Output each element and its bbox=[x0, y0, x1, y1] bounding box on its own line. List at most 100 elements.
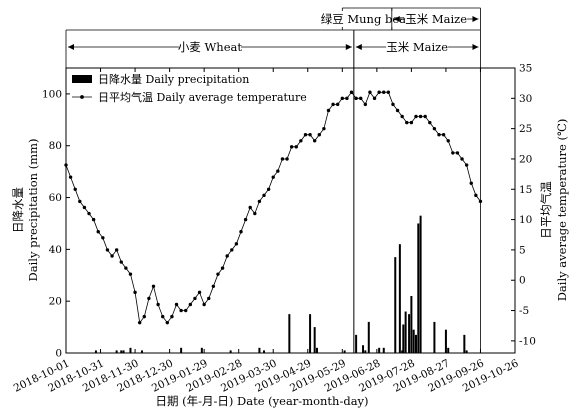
precipitation-bar bbox=[343, 350, 346, 353]
precipitation-bar bbox=[362, 345, 365, 353]
precipitation-bar bbox=[229, 350, 232, 353]
legend-label-precipitation: 日降水量 Daily precipitation bbox=[98, 72, 249, 86]
y-right-tick-label: 5 bbox=[519, 244, 526, 256]
precipitation-bar bbox=[398, 244, 401, 353]
period-label: 玉米 Maize bbox=[405, 12, 467, 26]
temperature-point bbox=[142, 314, 146, 319]
temperature-point bbox=[441, 133, 446, 137]
temperature-point bbox=[230, 248, 234, 252]
temperature-point bbox=[428, 120, 432, 125]
precipitation-bar bbox=[288, 314, 291, 353]
temperature-point bbox=[239, 230, 243, 234]
temperature-point bbox=[478, 199, 483, 204]
temperature-point bbox=[211, 284, 216, 288]
temperature-point bbox=[124, 266, 128, 270]
precipitation-bar bbox=[367, 321, 370, 353]
precipitation-bar bbox=[401, 350, 404, 353]
temperature-point bbox=[257, 199, 262, 204]
temperature-point bbox=[216, 272, 220, 276]
precipitation-bar bbox=[404, 311, 407, 353]
temperature-point bbox=[262, 193, 266, 198]
temperature-line bbox=[64, 90, 483, 325]
temperature-point bbox=[234, 242, 239, 246]
precipitation-bar bbox=[200, 347, 203, 353]
temperature-point bbox=[137, 320, 142, 325]
temperature-point bbox=[253, 211, 257, 216]
temperature-point bbox=[202, 302, 206, 307]
temperature-point bbox=[349, 90, 354, 94]
temperature-point bbox=[386, 90, 391, 94]
temperature-point bbox=[423, 114, 427, 119]
period-label: 玉米 Maize bbox=[386, 40, 448, 54]
period-label: 小麦 Wheat bbox=[178, 40, 243, 54]
crop-period: 绿豆 Mung bean bbox=[321, 7, 414, 30]
precipitation-bar bbox=[447, 347, 450, 353]
temperature-point bbox=[68, 175, 73, 179]
temperature-point bbox=[464, 163, 469, 167]
precipitation-bar bbox=[115, 350, 118, 353]
temperature-point bbox=[400, 114, 404, 119]
y-left-tick-label: 20 bbox=[49, 296, 62, 308]
temperature-point bbox=[114, 248, 119, 252]
legend-label-temperature: 日平均气温 Daily average temperature bbox=[98, 90, 307, 104]
temperature-point bbox=[414, 114, 418, 119]
crop-period: 玉米 Maize bbox=[391, 7, 481, 30]
precipitation-bar bbox=[382, 347, 385, 353]
precipitation-bar bbox=[355, 334, 358, 353]
y-right-tick-label: -10 bbox=[519, 335, 536, 347]
period-label: 绿豆 Mung bean bbox=[321, 12, 414, 26]
y-left-tick-label: 40 bbox=[49, 244, 62, 256]
precipitation-bar bbox=[433, 321, 436, 353]
precipitation-bar bbox=[417, 223, 420, 353]
temperature-point bbox=[119, 260, 123, 264]
temperature-point bbox=[391, 102, 395, 107]
y-left-tick-label: 100 bbox=[42, 88, 62, 100]
temperature-point bbox=[170, 314, 174, 319]
temperature-point bbox=[446, 139, 450, 143]
legend-swatch-temperature-marker bbox=[80, 95, 84, 99]
temperature-point bbox=[308, 133, 312, 137]
temperature-point bbox=[110, 254, 114, 258]
precipitation-bar bbox=[394, 257, 397, 353]
temperature-point bbox=[179, 308, 183, 313]
temperature-point bbox=[345, 96, 349, 101]
period-arrow-head-left bbox=[355, 44, 362, 50]
period-label-bg bbox=[405, 11, 468, 27]
period-arrow-head-right bbox=[472, 44, 479, 50]
temperature-point bbox=[359, 96, 363, 101]
temperature-point bbox=[474, 193, 478, 198]
precipitation-bar bbox=[419, 215, 422, 353]
precipitation-bar bbox=[120, 350, 123, 353]
temperature-point bbox=[460, 157, 464, 161]
temperature-point bbox=[151, 284, 156, 288]
temperature-point bbox=[285, 157, 289, 161]
precipitation-bar bbox=[258, 347, 261, 353]
temperature-point bbox=[336, 102, 340, 107]
precipitation-bar bbox=[412, 329, 415, 353]
precipitation-bars bbox=[94, 215, 468, 353]
temperature-point bbox=[331, 102, 335, 107]
temperature-point bbox=[105, 248, 110, 252]
temperature-point bbox=[161, 314, 165, 319]
temperature-point bbox=[91, 217, 96, 222]
y-right-tick-label: 15 bbox=[519, 184, 532, 196]
temperature-point bbox=[372, 96, 377, 101]
precipitation-bar bbox=[378, 347, 381, 353]
temperature-point bbox=[455, 151, 460, 155]
temperature-point bbox=[395, 108, 400, 113]
period-arrow-head-left bbox=[68, 44, 74, 50]
y-axis-right-title-cn: 日平均气温 bbox=[539, 181, 553, 239]
precipitation-bar bbox=[94, 350, 97, 353]
temperature-point bbox=[437, 133, 441, 137]
temperature-point bbox=[294, 145, 298, 149]
legend-swatch-precipitation bbox=[72, 75, 92, 83]
precipitation-bar bbox=[444, 329, 447, 353]
precipitation-bar bbox=[180, 347, 183, 353]
temperature-point bbox=[220, 266, 225, 270]
precipitation-bar bbox=[463, 334, 466, 353]
temperature-point bbox=[73, 187, 77, 191]
precipitation-bar bbox=[465, 350, 468, 353]
temperature-point bbox=[128, 272, 133, 276]
legend: 日降水量 Daily precipitation 日平均气温 Daily ave… bbox=[72, 72, 307, 104]
